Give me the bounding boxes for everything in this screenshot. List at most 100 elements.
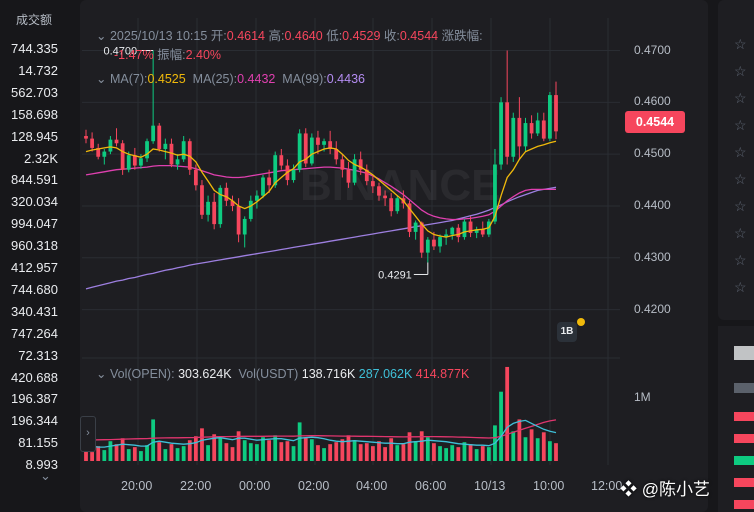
ohlc-line-2: -1.47% 振幅:2.40% <box>114 44 221 63</box>
volume-bar <box>413 441 418 461</box>
volume-value: 320.034 <box>11 194 58 210</box>
candle-body <box>273 155 278 186</box>
candle-body <box>316 137 320 145</box>
candle-body <box>554 95 558 132</box>
star-icon[interactable]: ☆ <box>734 279 747 295</box>
volume-bar <box>267 440 272 461</box>
candle-body <box>181 141 186 160</box>
star-icon[interactable]: ☆ <box>734 198 747 214</box>
volume-bar <box>322 448 326 461</box>
volume-value: 747.264 <box>11 325 58 341</box>
expand-handle-icon[interactable]: › <box>80 416 96 452</box>
star-icon[interactable]: ☆ <box>734 225 747 241</box>
volume-bar <box>541 432 546 461</box>
candle-body <box>425 239 430 253</box>
volume-bar <box>273 435 278 461</box>
volume-value: 2.32K <box>24 150 58 166</box>
y-tick-label: 0.4400 <box>634 197 671 212</box>
candle-body <box>334 148 339 160</box>
volume-bar <box>383 447 387 461</box>
star-icon[interactable]: ☆ <box>734 252 747 268</box>
candle-body <box>157 125 162 149</box>
candle-body <box>242 218 247 235</box>
candle-body <box>456 227 461 238</box>
ohlc-line: ⌄ 2025/10/13 10:15 开:0.4614 高:0.4640 低:0… <box>96 25 483 44</box>
volume-bar <box>370 446 375 461</box>
volume-bar <box>139 451 143 461</box>
x-tick-label: 04:00 <box>356 479 388 493</box>
volume-bar <box>224 443 229 461</box>
open-label: 开: <box>210 29 227 43</box>
star-icon[interactable]: ☆ <box>734 117 747 133</box>
candle-body <box>261 177 265 196</box>
volume-bar <box>285 441 290 461</box>
indicator-icon[interactable]: 1B <box>557 322 577 342</box>
candle-body <box>474 229 479 233</box>
volume-bar <box>334 442 339 461</box>
candle-body <box>200 185 204 215</box>
volume-bar <box>157 442 162 461</box>
star-icon[interactable]: ☆ <box>734 63 747 79</box>
collapse-icon[interactable]: ⌄ <box>96 29 107 43</box>
low-marker-label: 0.4291 <box>378 269 412 281</box>
candle-body <box>169 143 174 165</box>
volume-bar <box>206 445 210 461</box>
volume-value: 340.431 <box>11 303 58 319</box>
volume-value: 72.313 <box>18 347 58 363</box>
volume-value: 844.591 <box>11 172 58 188</box>
volume-bar <box>297 422 302 461</box>
low-label: 低: <box>326 29 343 43</box>
volume-bar <box>230 447 235 461</box>
volume-bar <box>450 445 455 461</box>
candle-body <box>163 143 168 149</box>
candle-body <box>212 201 217 225</box>
x-tick-label: 12:00 <box>591 479 623 493</box>
volume-bar <box>395 445 400 461</box>
volume-bar <box>145 445 149 461</box>
vol-usdt-label: Vol(USDT) <box>238 367 299 381</box>
star-icon[interactable]: ☆ <box>734 36 747 52</box>
candle-body <box>370 181 375 187</box>
volume-bar <box>309 439 314 461</box>
star-icon[interactable]: ☆ <box>734 171 747 187</box>
volume-bar <box>200 428 204 461</box>
star-icon[interactable]: ☆ <box>734 90 747 106</box>
candle-body <box>175 159 180 165</box>
ma7-label: MA(7): <box>109 72 148 86</box>
column-header[interactable]: 成交额 <box>16 13 53 27</box>
amplitude-label: 振幅: <box>157 48 186 62</box>
chevron-down-icon[interactable]: ⌄ <box>40 468 51 483</box>
volume-value: 128.945 <box>11 128 58 144</box>
star-icon[interactable]: ☆ <box>734 144 747 160</box>
volume-bar <box>90 452 94 461</box>
volume-bar <box>248 443 253 461</box>
x-tick-label: 10/13 <box>474 479 506 493</box>
collapse-icon[interactable]: ⌄ <box>96 72 107 86</box>
volume-value: 994.047 <box>11 216 58 232</box>
volume-bar <box>242 440 247 461</box>
close-label: 收: <box>383 29 400 43</box>
high-value: 0.4640 <box>284 29 323 43</box>
volume-bar <box>511 431 516 461</box>
y-tick-label: 0.4200 <box>634 301 671 316</box>
ma99-value: 0.4436 <box>326 72 365 86</box>
candle-body <box>236 205 241 235</box>
candle-body <box>206 201 210 215</box>
candle-body <box>218 187 223 225</box>
volume-bar <box>456 447 461 461</box>
candle-body <box>413 222 418 232</box>
volume-bar <box>96 446 101 461</box>
candle-body <box>462 221 467 238</box>
collapse-icon[interactable]: ⌄ <box>96 367 107 381</box>
candle-body <box>517 117 522 147</box>
price-row <box>734 456 754 465</box>
ma25-value: 0.4432 <box>237 72 276 86</box>
candle-body <box>297 133 302 170</box>
candle-body <box>364 169 369 182</box>
volume-value: 8.993 <box>25 457 58 473</box>
candle-body <box>468 221 473 233</box>
chart-panel <box>80 0 708 512</box>
vol-open-label: Vol(OPEN): <box>109 367 175 381</box>
watermark-text: 陈小艺 <box>658 480 710 499</box>
